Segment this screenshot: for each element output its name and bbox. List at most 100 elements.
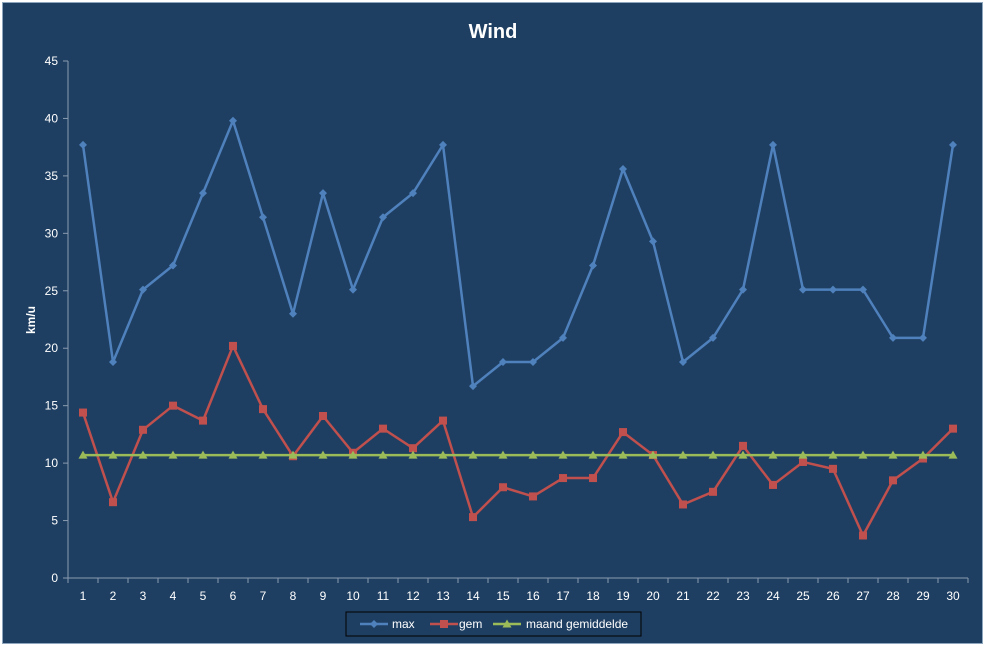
- data-point-maand-gemiddelde: [288, 450, 298, 459]
- data-point-maand-gemiddelde: [438, 450, 448, 459]
- data-point-maand-gemiddelde: [528, 450, 538, 459]
- x-tick-label: 2: [110, 589, 117, 603]
- data-point-max: [349, 285, 357, 294]
- data-point-gem: [709, 487, 717, 496]
- y-tick-label: 35: [45, 169, 59, 183]
- y-tick-label: 5: [51, 514, 58, 528]
- data-point-gem: [829, 464, 837, 473]
- x-tick-label: 22: [706, 589, 720, 603]
- y-tick-label: 40: [45, 111, 59, 125]
- x-tick-label: 4: [170, 589, 177, 603]
- x-tick-label: 15: [496, 589, 510, 603]
- data-point-maand-gemiddelde: [108, 450, 118, 459]
- data-point-max: [469, 382, 477, 391]
- data-point-max: [649, 237, 657, 246]
- data-point-maand-gemiddelde: [948, 450, 958, 459]
- x-tick-label: 10: [346, 589, 360, 603]
- data-point-maand-gemiddelde: [888, 450, 898, 459]
- legend-box: [345, 611, 642, 637]
- data-point-maand-gemiddelde: [918, 450, 928, 459]
- data-point-gem: [79, 408, 87, 417]
- x-tick-label: 9: [320, 589, 327, 603]
- y-tick-label: 20: [45, 341, 59, 355]
- data-point-max: [259, 213, 267, 222]
- data-point-max: [529, 358, 537, 367]
- legend-label-gem: gem: [459, 617, 482, 631]
- data-point-max: [829, 285, 837, 294]
- x-tick-label: 28: [886, 589, 900, 603]
- data-point-max: [799, 285, 807, 294]
- x-tick-label: 25: [796, 589, 810, 603]
- data-point-max: [79, 140, 87, 149]
- data-point-gem: [799, 457, 807, 466]
- chart-title: Wind: [469, 21, 518, 43]
- y-tick-label: 30: [45, 226, 59, 240]
- x-tick-label: 7: [260, 589, 267, 603]
- data-point-max: [679, 358, 687, 367]
- x-tick-label: 13: [436, 589, 450, 603]
- data-point-gem: [109, 498, 117, 507]
- data-point-max: [589, 261, 597, 270]
- data-point-gem: [769, 480, 777, 489]
- y-tick-label: 10: [45, 456, 59, 470]
- data-point-maand-gemiddelde: [798, 450, 808, 459]
- data-point-gem: [619, 428, 627, 437]
- data-point-maand-gemiddelde: [858, 450, 868, 459]
- data-point-maand-gemiddelde: [138, 450, 148, 459]
- y-tick-label: 15: [45, 399, 59, 413]
- data-point-max: [409, 189, 417, 198]
- data-point-max: [949, 140, 957, 149]
- data-point-gem: [739, 441, 747, 450]
- legend-label-max: max: [392, 617, 415, 631]
- data-point-gem: [499, 483, 507, 492]
- x-tick-label: 5: [200, 589, 207, 603]
- data-point-gem: [229, 341, 237, 350]
- data-point-max: [139, 285, 147, 294]
- data-point-max: [739, 285, 747, 294]
- data-point-gem: [319, 412, 327, 421]
- data-point-max: [919, 333, 927, 342]
- data-point-gem: [409, 444, 417, 453]
- data-point-gem: [529, 492, 537, 501]
- x-tick-label: 26: [826, 589, 840, 603]
- data-point-max: [859, 285, 867, 294]
- data-point-maand-gemiddelde: [168, 450, 178, 459]
- data-point-maand-gemiddelde: [558, 450, 568, 459]
- data-point-maand-gemiddelde: [78, 450, 88, 459]
- series-line-gem: [81, 344, 954, 537]
- x-tick-label: 17: [556, 589, 570, 603]
- data-point-maand-gemiddelde: [228, 450, 238, 459]
- data-point-gem: [379, 424, 387, 433]
- x-tick-label: 23: [736, 589, 750, 603]
- data-point-max: [109, 358, 117, 367]
- data-point-maand-gemiddelde: [468, 450, 478, 459]
- x-tick-label: 18: [586, 589, 600, 603]
- y-tick-label: 0: [51, 571, 58, 585]
- x-tick-label: 1: [80, 589, 87, 603]
- x-tick-label: 16: [526, 589, 540, 603]
- data-point-gem: [169, 401, 177, 410]
- data-point-max: [619, 164, 627, 173]
- data-point-maand-gemiddelde: [738, 450, 748, 459]
- series-group: [78, 116, 958, 540]
- legend-label-maand-gemiddelde: maand gemiddelde: [526, 617, 628, 631]
- series-max: [79, 116, 957, 391]
- data-point-max: [289, 309, 297, 318]
- series-gem: [79, 341, 957, 540]
- legend-marker-maand-gemiddelde: [502, 619, 512, 628]
- data-point-maand-gemiddelde: [408, 450, 418, 459]
- data-point-gem: [469, 513, 477, 522]
- x-tick-label: 19: [616, 589, 630, 603]
- x-tick-label: 30: [946, 589, 960, 603]
- data-point-gem: [679, 500, 687, 509]
- data-point-max: [229, 116, 237, 125]
- y-tick-label: 45: [45, 54, 59, 68]
- data-point-maand-gemiddelde: [708, 450, 718, 459]
- data-point-max: [379, 213, 387, 222]
- x-tick-label: 21: [676, 589, 690, 603]
- data-point-gem: [559, 474, 567, 483]
- y-tick-label: 25: [45, 284, 59, 298]
